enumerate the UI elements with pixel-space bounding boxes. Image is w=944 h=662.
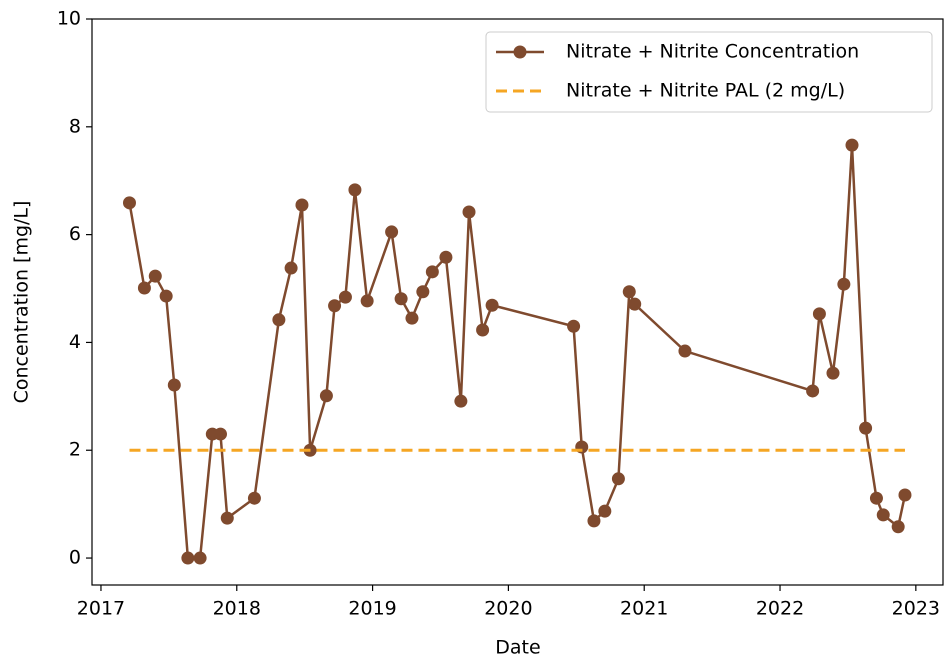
y-tick-label: 4 (69, 331, 81, 353)
data-point (628, 297, 642, 311)
plot-frame (91, 18, 944, 586)
x-tick-label: 2023 (892, 598, 940, 620)
legend-label: Nitrate + Nitrite PAL (2 mg/L) (566, 80, 845, 102)
x-tick-label: 2021 (620, 598, 668, 620)
data-point (319, 389, 333, 403)
data-point (328, 299, 342, 313)
data-point (284, 261, 298, 275)
data-point (439, 250, 453, 264)
data-point (611, 472, 625, 486)
y-axis-label: Concentration [mg/L] (11, 201, 33, 404)
data-point (425, 265, 439, 279)
y-tick-label: 6 (69, 223, 81, 245)
data-point (567, 319, 581, 333)
y-tick-label: 0 (69, 547, 81, 569)
data-point (622, 285, 636, 299)
data-point (876, 508, 890, 522)
data-point (148, 269, 162, 283)
data-point (812, 307, 826, 321)
x-axis-label: Date (495, 637, 540, 659)
legend-box (485, 31, 933, 113)
data-point (213, 427, 227, 441)
data-point (385, 225, 399, 239)
data-point (845, 138, 859, 152)
data-point (587, 514, 601, 528)
data-point (348, 183, 362, 197)
legend-marker (513, 45, 527, 59)
data-point (826, 366, 840, 380)
data-point (678, 344, 692, 358)
data-point (806, 384, 820, 398)
data-point (220, 511, 234, 525)
series-line (128, 145, 907, 560)
data-point (360, 294, 374, 308)
data-point (462, 205, 476, 219)
x-tick-label: 2020 (484, 598, 532, 620)
x-tick-label: 2017 (77, 598, 125, 620)
x-tick-label: 2018 (213, 598, 261, 620)
data-point (416, 285, 430, 299)
data-point (598, 504, 612, 518)
data-point (193, 551, 207, 565)
data-point (137, 281, 151, 295)
data-point (159, 289, 173, 303)
data-point (181, 551, 195, 565)
data-point (454, 394, 468, 408)
data-point (869, 491, 883, 505)
data-point (295, 198, 309, 212)
data-point (898, 488, 912, 502)
legend-label: Nitrate + Nitrite Concentration (566, 41, 859, 63)
data-point (891, 520, 905, 534)
y-tick-label: 10 (57, 8, 81, 30)
y-tick-label: 8 (69, 115, 81, 137)
data-point (405, 311, 419, 325)
data-point (272, 313, 286, 327)
x-tick-label: 2022 (756, 598, 804, 620)
data-point (476, 323, 490, 337)
data-point (167, 378, 181, 392)
data-point (394, 292, 408, 306)
x-tick-label: 2019 (348, 598, 396, 620)
data-point (247, 491, 261, 505)
data-point (859, 421, 873, 435)
data-point (122, 196, 136, 210)
data-point (338, 290, 352, 304)
data-point (837, 277, 851, 291)
y-tick-label: 2 (69, 439, 81, 461)
data-point (485, 298, 499, 312)
